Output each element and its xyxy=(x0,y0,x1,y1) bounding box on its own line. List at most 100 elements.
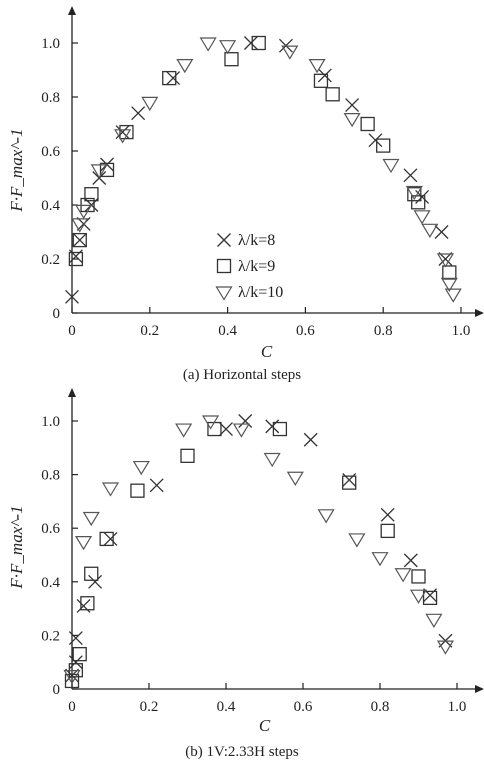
data-point-series-1 xyxy=(345,98,360,113)
data-point-series-3 xyxy=(141,96,159,112)
data-point-series-1 xyxy=(403,168,418,183)
data-point-series-3 xyxy=(348,533,366,548)
data-point-series-3 xyxy=(421,223,439,238)
data-point-series-2 xyxy=(80,596,95,611)
data-point-series-2 xyxy=(130,483,145,498)
panel-caption: (b) 1V:2.33H steps xyxy=(185,744,299,760)
data-point-series-2 xyxy=(207,421,222,437)
data-point-series-2 xyxy=(84,566,99,581)
x-tick-label: 1.0 xyxy=(448,699,467,715)
y-tick-label: 0.8 xyxy=(41,90,60,106)
y-axis-label: F·F_max^-1 xyxy=(7,505,26,589)
data-point-series-1 xyxy=(438,252,453,266)
data-point-series-3 xyxy=(286,471,304,486)
x-axis-label: C xyxy=(261,342,273,361)
data-point-series-2 xyxy=(442,265,457,280)
data-point-series-1 xyxy=(368,133,383,148)
data-point-series-3 xyxy=(199,37,217,52)
data-point-series-1 xyxy=(68,655,83,670)
data-point-series-3 xyxy=(82,511,100,527)
data-point-series-2 xyxy=(224,52,239,67)
data-point-series-1 xyxy=(166,71,181,86)
y-tick-label: 0.4 xyxy=(41,198,60,214)
y-tick-label: 1.0 xyxy=(41,414,60,430)
x-tick-label: 0 xyxy=(68,323,76,339)
data-point-series-1 xyxy=(149,478,164,493)
data-point-series-3 xyxy=(343,113,361,128)
y-tick-label: 0.4 xyxy=(41,575,60,591)
data-point-series-3 xyxy=(75,204,93,220)
y-axis-label-group: F·F_max^-1 xyxy=(7,128,26,212)
y-tick-label: 0 xyxy=(53,306,61,322)
data-point-series-2 xyxy=(325,87,340,102)
data-point-series-2 xyxy=(380,523,395,539)
data-point-series-1 xyxy=(65,289,79,304)
legend-marker-2 xyxy=(216,258,232,274)
data-point-series-2 xyxy=(162,70,177,86)
data-point-series-2 xyxy=(68,251,84,267)
y-tick-label: 0.6 xyxy=(41,144,60,160)
data-point-series-3 xyxy=(436,640,455,655)
data-point-series-3 xyxy=(425,613,443,628)
data-point-series-1 xyxy=(415,189,430,204)
data-point-series-3 xyxy=(232,423,250,438)
data-point-series-1 xyxy=(219,422,233,436)
data-point-series-1 xyxy=(131,106,146,121)
data-point-series-3 xyxy=(308,59,326,74)
data-point-series-3 xyxy=(263,452,281,468)
data-point-series-2 xyxy=(99,531,114,547)
data-point-series-2 xyxy=(64,673,80,689)
data-point-series-1 xyxy=(380,507,395,522)
panel-caption: (a) Horizontal steps xyxy=(183,367,301,383)
x-axis-label: C xyxy=(259,716,271,735)
x-tick-label: 1.0 xyxy=(452,323,471,339)
legend-label-1: λ/k=8 xyxy=(238,232,275,249)
legend-marker-3 xyxy=(215,286,233,301)
data-point-series-2 xyxy=(84,187,99,202)
data-point-series-1 xyxy=(342,473,357,487)
data-point-series-1 xyxy=(68,631,83,646)
x-tick-label: 0.2 xyxy=(140,323,159,339)
data-point-series-1 xyxy=(88,574,103,589)
data-point-series-2 xyxy=(422,590,438,606)
data-point-series-3 xyxy=(90,164,108,179)
data-point-series-1 xyxy=(68,249,83,264)
data-point-series-1 xyxy=(403,553,418,568)
data-point-series-1 xyxy=(103,531,118,546)
y-tick-label: 0.2 xyxy=(41,252,60,268)
data-point-series-2 xyxy=(180,448,195,463)
legend-label-2: λ/k=9 xyxy=(238,258,275,275)
data-point-series-2 xyxy=(251,35,266,51)
data-point-series-3 xyxy=(371,552,389,567)
x-tick-label: 0.8 xyxy=(374,323,393,339)
y-tick-label: 0.2 xyxy=(41,628,60,644)
data-point-series-3 xyxy=(444,288,462,303)
y-axis-label-group: F·F_max^-1 xyxy=(7,505,26,589)
data-point-series-3 xyxy=(219,40,237,55)
legend: λ/k=8 λ/k=9 λ/k=10 xyxy=(215,232,283,301)
data-point-series-3 xyxy=(436,253,454,268)
data-point-series-3 xyxy=(132,460,150,476)
y-tick-label: 0.6 xyxy=(41,521,60,537)
data-point-series-3 xyxy=(71,218,89,233)
data-point-series-3 xyxy=(175,423,193,438)
data-point-series-3 xyxy=(409,589,428,604)
x-tick-label: 0.6 xyxy=(296,323,315,339)
x-tick-label: 0.4 xyxy=(218,323,237,339)
data-point-series-3 xyxy=(176,59,194,74)
y-tick-label: 1.0 xyxy=(41,36,60,52)
data-point-series-1 xyxy=(434,225,449,239)
chart-panel-sloped-steps: 0 0.2 0.4 0.6 0.8 1.0 0 0.2 0.4 0.6 0.8 1.0 C F·F_max… xyxy=(7,392,484,760)
data-point-series-1 xyxy=(243,36,258,50)
data-point-series-2 xyxy=(411,195,426,210)
data-point-series-1 xyxy=(317,68,332,83)
x-tick-label: 0.4 xyxy=(217,699,236,715)
x-tick-label: 0.6 xyxy=(294,699,313,715)
legend-label-3: λ/k=10 xyxy=(238,284,283,301)
data-point-series-2 xyxy=(119,124,134,140)
data-point-series-3 xyxy=(394,568,412,583)
data-point-series-1 xyxy=(76,598,91,613)
chart-panel-horizontal-steps: 0 0.2 0.4 0.6 0.8 1.0 0 0.2 0.4 0.6 0.8 1.0 C F·F_max… xyxy=(7,10,484,383)
data-point-series-3 xyxy=(114,129,132,144)
data-point-series-2 xyxy=(360,116,375,132)
